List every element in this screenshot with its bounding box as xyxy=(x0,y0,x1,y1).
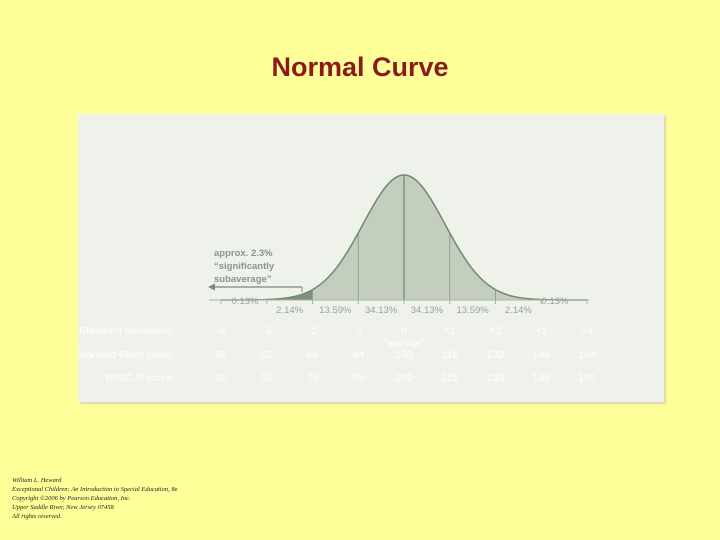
row-value: +2 xyxy=(490,325,502,337)
curve-line xyxy=(221,174,587,301)
segment-percent-label: 2.14% xyxy=(276,305,303,316)
row-value: 55 xyxy=(261,372,273,384)
row-value: +1 xyxy=(444,325,456,337)
average-label: "average" xyxy=(383,338,424,349)
annotation-text: approx. 2.3% xyxy=(214,248,273,259)
segment-percent-label: 2.14% xyxy=(505,305,532,316)
row-value: 132 xyxy=(487,349,505,361)
segment-percent-label: 34.13% xyxy=(365,305,398,316)
row-value: 100 xyxy=(395,372,413,384)
row-value: 145 xyxy=(532,372,550,384)
row-value: 70 xyxy=(307,372,319,384)
row-label: Stanford-Binet score xyxy=(78,349,172,361)
row-value: 100 xyxy=(395,349,413,361)
normal-curve-chart: 0.13% 2.14% 13.59% 34.13% 34.13% 13.59% 2.14% 0… xyxy=(78,174,596,384)
row-value: 84 xyxy=(352,349,364,361)
row-value: 116 xyxy=(441,349,458,361)
row-value: 160 xyxy=(578,372,596,384)
credit-copyright: Copyright ©2006 by Pearson Education, In… xyxy=(12,495,131,502)
page-title: Normal Curve xyxy=(271,52,449,82)
annotation-text: “significantly xyxy=(214,261,275,272)
credit-book: Exceptional Children: An Introduction to… xyxy=(12,486,178,493)
segment-percent-label: 13.59% xyxy=(319,305,352,316)
credit-address: Upper Saddle River, New Jersey 07458 xyxy=(12,504,114,511)
row-value: 40 xyxy=(215,372,227,384)
segment-percent-label: 13.59% xyxy=(457,305,490,316)
row-value: -4 xyxy=(216,325,225,337)
credit-author: William L. Heward xyxy=(12,477,62,484)
row-value: 68 xyxy=(307,349,319,361)
row-value: -1 xyxy=(354,325,363,337)
row-value: 0 xyxy=(401,325,407,337)
normal-curve-figure: 0.13% 2.14% 13.59% 34.13% 34.13% 13.59% 2.14% 0… xyxy=(78,114,664,402)
row-label: Standard deviations xyxy=(79,325,172,337)
row-value: +3 xyxy=(535,325,547,337)
row-value: 85 xyxy=(352,372,364,384)
row-label: WISC-R score xyxy=(105,372,172,384)
row-value: -3 xyxy=(262,325,271,337)
row-value: 130 xyxy=(487,372,505,384)
row-value: 148 xyxy=(532,349,550,361)
segment-percent-label: 0.13% xyxy=(542,296,569,307)
credit-rights: All rights reserved. xyxy=(12,513,62,520)
annotation-text: subaverage” xyxy=(214,274,272,285)
credit-block: William L. Heward Exceptional Children: … xyxy=(12,476,177,521)
row-value: 164 xyxy=(578,349,596,361)
row-value: -2 xyxy=(308,325,317,337)
row-value: 115 xyxy=(441,372,458,384)
row-value: +4 xyxy=(581,325,593,337)
row-value: 52 xyxy=(261,349,273,361)
annotation-arrow-head xyxy=(208,283,215,291)
row-value: 36 xyxy=(215,349,227,361)
segment-percent-label: 0.13% xyxy=(232,296,259,307)
segment-percent-label: 34.13% xyxy=(411,305,444,316)
